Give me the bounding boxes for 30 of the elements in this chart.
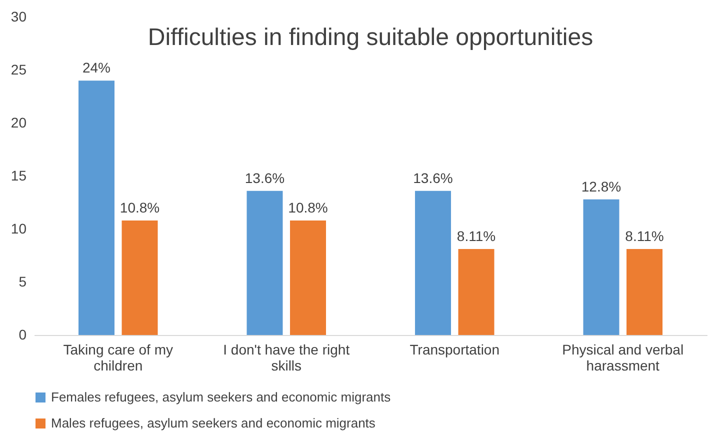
data-label: 13.6% [413,170,453,186]
data-label: 10.8% [120,200,160,216]
data-label: 10.8% [288,200,328,216]
y-tick-label: 15 [10,168,27,184]
bar [583,199,620,335]
y-tick-label: 20 [10,114,27,130]
y-tick-label: 25 [10,62,27,78]
bar [626,249,663,335]
bar [78,80,114,335]
y-tick-label: 10 [10,220,27,236]
legend-label: Females refugees, asylum seekers and economic migrants [51,390,392,404]
bar [246,190,283,335]
x-tick-label: Transportation [410,342,500,358]
data-label: 13.6% [244,170,285,186]
chart-title: Difficulties in finding suitable opportunities [148,24,594,51]
bar [458,249,494,335]
data-label: 8.11% [625,228,664,244]
x-tick-label: I don't have the right skills [223,342,350,374]
data-label: 12.8% [581,178,622,194]
bar [290,220,326,335]
x-tick-label: Physical and verbal harassment [562,342,684,374]
bar [122,220,158,335]
data-label: 24% [82,60,111,76]
data-label: 8.11% [456,228,496,244]
legend-label: Males refugees, asylum seekers and economic migrants [51,416,376,430]
y-tick-label: 0 [18,326,27,342]
y-tick-label: 30 [10,8,27,24]
y-tick-label: 5 [18,274,27,290]
x-tick-label: Taking care of my children [63,342,173,374]
bar [414,190,451,335]
